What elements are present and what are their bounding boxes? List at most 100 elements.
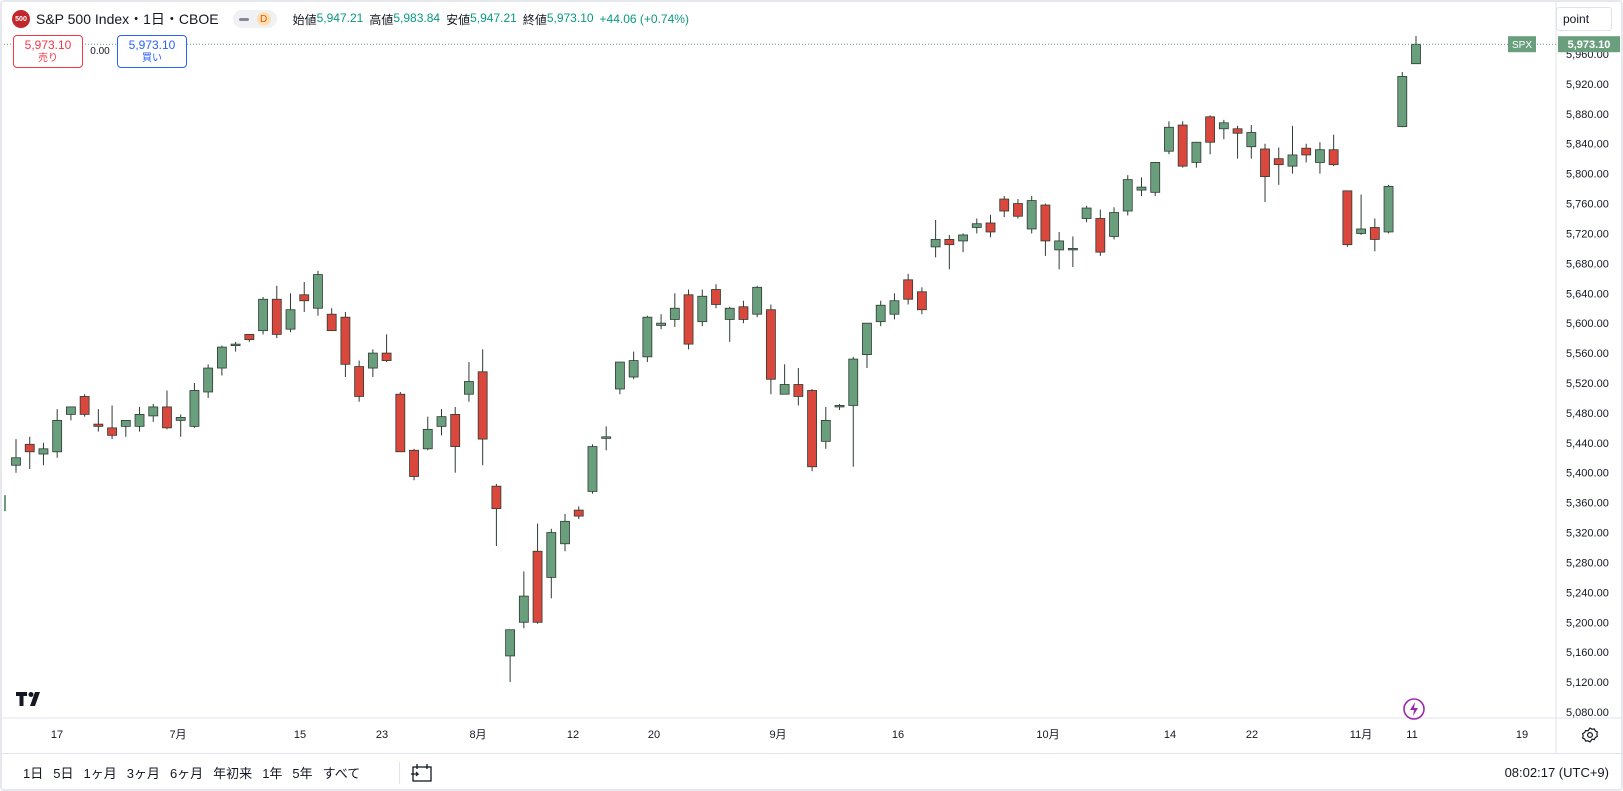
- candle-body-down: [299, 294, 310, 302]
- candle-body-up: [656, 322, 666, 326]
- sell-button[interactable]: 5,973.10 売り: [13, 35, 83, 68]
- candle: [697, 289, 708, 327]
- y-tick-label: 5,200.00: [1566, 617, 1609, 629]
- candle-body-up: [697, 295, 708, 323]
- candle-body-up: [11, 457, 21, 466]
- candle-body-up: [1218, 122, 1229, 130]
- candle: [107, 405, 117, 440]
- candle-body-up: [175, 416, 186, 421]
- candle-body-up: [313, 274, 323, 309]
- settings-gear-icon[interactable]: [1581, 726, 1599, 744]
- candle: [1013, 199, 1023, 219]
- candle-body-up: [258, 298, 268, 332]
- range-3m-button[interactable]: 3ヶ月: [126, 766, 160, 781]
- scale-mode-button[interactable]: point: [1556, 7, 1612, 31]
- candle: [1205, 115, 1216, 155]
- range-all-button[interactable]: すべて: [322, 766, 361, 781]
- y-tick-label: 5,480.00: [1566, 408, 1609, 420]
- candle: [793, 368, 804, 406]
- candle: [175, 414, 186, 437]
- candle: [24, 436, 35, 469]
- candle-body-down: [107, 427, 117, 436]
- candle-body-up: [422, 428, 433, 450]
- range-1d-button[interactable]: 1日: [23, 766, 44, 781]
- candle: [367, 349, 378, 378]
- candle-body-up: [216, 346, 227, 369]
- candle-body-down: [807, 390, 817, 468]
- y-tick-label: 5,520.00: [1566, 378, 1609, 390]
- candle-body-up: [230, 343, 241, 347]
- candle: [1054, 231, 1065, 270]
- date-range-picker-icon[interactable]: [411, 763, 433, 783]
- candle-body-up: [1246, 132, 1257, 148]
- candle-body-down: [1342, 190, 1353, 246]
- candle: [518, 571, 529, 629]
- candle: [958, 233, 968, 253]
- x-tick-label: 11月: [1350, 729, 1372, 741]
- candle: [1177, 121, 1188, 168]
- candle: [66, 406, 76, 421]
- candle-body-up: [436, 416, 447, 427]
- candle-body-up: [134, 414, 145, 427]
- ohlc-values: 始値 5,947.21 高値 5,983.84 安値 5,947.21 終値 5,973…: [293, 11, 689, 28]
- range-6m-button[interactable]: 6ヶ月: [169, 766, 204, 781]
- candle: [244, 333, 255, 342]
- range-ytd-button[interactable]: 年初来: [213, 766, 253, 781]
- candle: [615, 361, 625, 395]
- x-tick-label: 15: [294, 729, 306, 741]
- candle: [1136, 177, 1147, 197]
- x-tick-label: 23: [376, 729, 388, 741]
- sell-label: 売り: [38, 52, 58, 64]
- candle: [889, 293, 900, 320]
- candle: [422, 416, 433, 451]
- candle: [930, 219, 941, 258]
- clock-timezone[interactable]: 08:02:17 (UTC+9): [1504, 765, 1609, 780]
- candle: [1067, 236, 1078, 268]
- candle: [436, 409, 447, 436]
- candle: [313, 270, 323, 316]
- candle: [779, 364, 790, 395]
- range-5y-button[interactable]: 5年: [292, 766, 313, 781]
- candle-body-up: [560, 520, 570, 545]
- x-tick-label: 7月: [169, 729, 186, 741]
- market-status-badge[interactable]: D: [232, 10, 277, 28]
- y-tick-label: 5,680.00: [1566, 258, 1609, 270]
- y-tick-label: 5,440.00: [1566, 438, 1609, 450]
- candle: [1260, 143, 1270, 203]
- candle-body-down: [1328, 149, 1339, 166]
- candle-body-up: [367, 352, 378, 369]
- y-tick-label: 5,320.00: [1566, 528, 1609, 540]
- lightning-icon[interactable]: [1402, 697, 1426, 721]
- candle: [505, 629, 516, 683]
- open-label: 始値: [292, 12, 317, 27]
- range-1m-button[interactable]: 1ヶ月: [83, 766, 117, 781]
- candle-body-down: [1205, 116, 1216, 143]
- candle-body-up: [1191, 141, 1202, 163]
- bottom-toolbar: 1日 5日 1ヶ月 3ヶ月 6ヶ月 年初来 1年 5年 すべて 08:02:17…: [0, 753, 1623, 791]
- x-tick-label: 10月: [1036, 729, 1059, 741]
- tradingview-logo-icon[interactable]: [16, 690, 46, 708]
- candle: [587, 444, 598, 494]
- candle: [134, 406, 145, 432]
- candle-body-down: [1013, 203, 1023, 217]
- candle: [464, 362, 474, 402]
- range-1y-button[interactable]: 1年: [262, 766, 283, 781]
- y-tick-label: 5,240.00: [1566, 587, 1609, 599]
- y-tick-label: 5,160.00: [1566, 647, 1609, 659]
- range-5d-button[interactable]: 5日: [53, 766, 74, 781]
- candle-body-down: [1177, 124, 1188, 167]
- candle: [52, 409, 63, 458]
- y-tick-label: 5,840.00: [1566, 139, 1609, 151]
- buy-button[interactable]: 5,973.10 買い: [117, 35, 187, 68]
- candle: [203, 364, 214, 398]
- y-tick-label: 5,920.00: [1566, 79, 1609, 91]
- symbol-title[interactable]: S&P 500 Index・1日・CBOE: [36, 11, 219, 27]
- candle: [752, 285, 763, 318]
- candle: [1164, 121, 1174, 155]
- edge-candle-marker: [4, 495, 6, 512]
- candle: [1232, 125, 1243, 159]
- candle: [1369, 218, 1380, 252]
- low-label: 安値: [446, 12, 471, 27]
